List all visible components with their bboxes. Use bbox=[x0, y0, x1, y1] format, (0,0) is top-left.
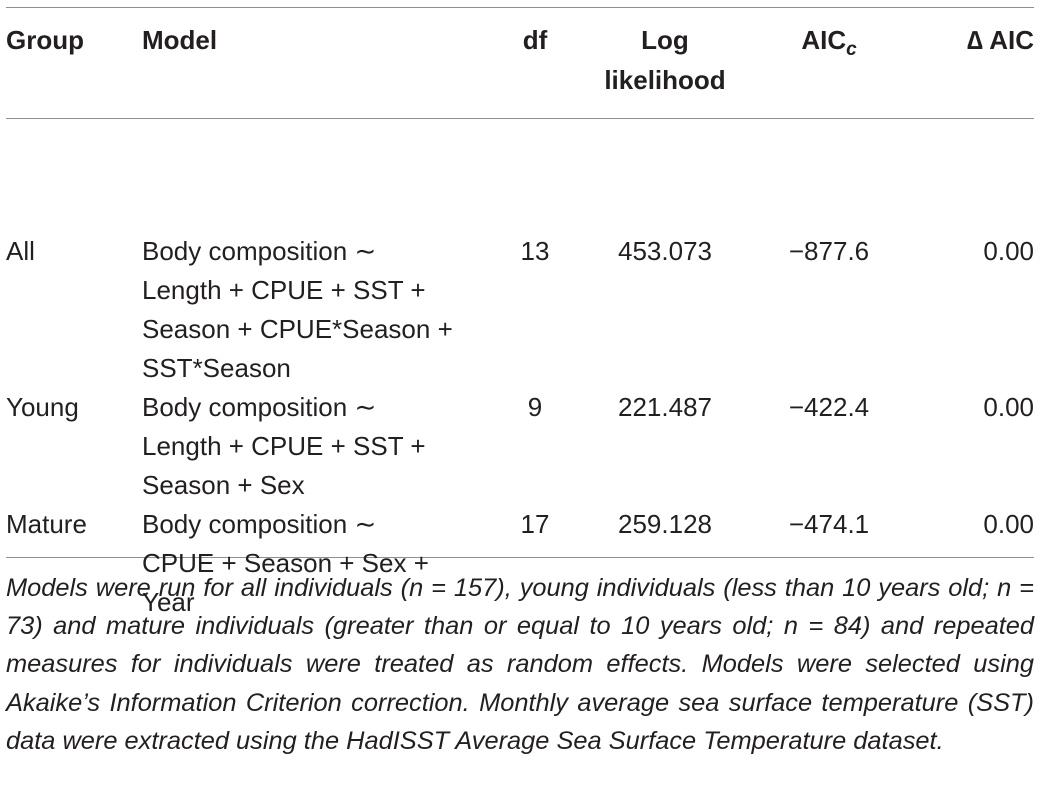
cell-log-likelihood: 259.128 bbox=[618, 509, 712, 539]
model-line: Body composition ∼ bbox=[142, 392, 377, 422]
model-line: CPUE + Season + Sex + bbox=[142, 548, 429, 578]
header-aicc-subscript: c bbox=[846, 39, 857, 60]
model-line: Season + CPUE*Season + bbox=[142, 314, 453, 344]
cell-group: All bbox=[6, 236, 35, 266]
model-line: Body composition ∼ bbox=[142, 236, 377, 266]
cell-df: 9 bbox=[527, 392, 543, 422]
cell-df: 17 bbox=[520, 509, 550, 539]
top-rule bbox=[6, 7, 1034, 8]
cell-delta-aic: 0.00 bbox=[983, 236, 1034, 266]
model-line: Body composition ∼ bbox=[142, 509, 377, 539]
header-log-likelihood-line1: Log bbox=[641, 25, 689, 55]
model-line: Year bbox=[142, 587, 195, 617]
header-group: Group bbox=[6, 25, 84, 55]
model-line: Season + Sex bbox=[142, 470, 305, 500]
header-aicc: AICc bbox=[750, 20, 908, 118]
cell-df: 13 bbox=[520, 236, 550, 266]
header-model: Model bbox=[142, 25, 218, 55]
model-selection-table: Group Model df Log likelihood AICc ∆ AIC… bbox=[6, 20, 1034, 622]
table-row: Young Body composition ∼ Length + CPUE + S… bbox=[6, 388, 1034, 505]
cell-group: Young bbox=[6, 392, 79, 422]
header-log-likelihood-line2: likelihood bbox=[604, 65, 726, 95]
header-aicc-base: AIC bbox=[801, 25, 847, 55]
bottom-rule bbox=[6, 557, 1034, 558]
table-body: All Body composition ∼ Length + CPUE + SST… bbox=[6, 118, 1034, 622]
table-footnote: Models were run for all individuals (n =… bbox=[6, 574, 1034, 755]
header-delta-aic: ∆ AIC bbox=[967, 25, 1034, 55]
cell-group: Mature bbox=[6, 509, 87, 539]
cell-aicc: −474.1 bbox=[788, 509, 870, 539]
cell-aicc: −877.6 bbox=[788, 236, 870, 266]
header-log-likelihood: Log likelihood bbox=[580, 20, 750, 118]
cell-model: Body composition ∼ Length + CPUE + SST + S… bbox=[142, 118, 490, 388]
table-row: Mature Body composition ∼ CPUE + Season + … bbox=[6, 505, 1034, 622]
header-df: df bbox=[522, 25, 548, 55]
header-row: Group Model df Log likelihood AICc ∆ AIC bbox=[6, 20, 1034, 118]
model-line: Length + CPUE + SST + bbox=[142, 275, 426, 305]
cell-log-likelihood: 453.073 bbox=[618, 236, 712, 266]
cell-delta-aic: 0.00 bbox=[983, 392, 1034, 422]
cell-log-likelihood: 221.487 bbox=[618, 392, 712, 422]
header-rule bbox=[6, 118, 1034, 119]
cell-aicc: −422.4 bbox=[788, 392, 870, 422]
model-line: SST*Season bbox=[142, 353, 291, 383]
cell-model: Body composition ∼ Length + CPUE + SST + S… bbox=[142, 388, 490, 505]
table-row: All Body composition ∼ Length + CPUE + SST… bbox=[6, 118, 1034, 388]
cell-model: Body composition ∼ CPUE + Season + Sex + Y… bbox=[142, 505, 490, 622]
model-line: Length + CPUE + SST + bbox=[142, 431, 426, 461]
cell-delta-aic: 0.00 bbox=[983, 509, 1034, 539]
